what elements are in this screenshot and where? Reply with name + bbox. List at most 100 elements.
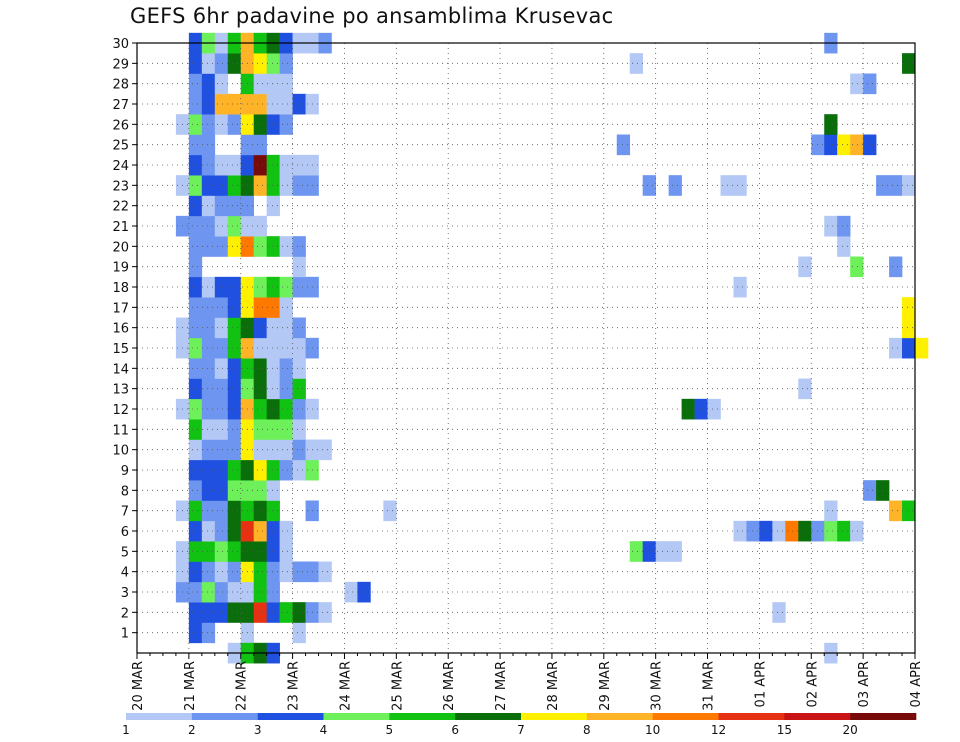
heatmap-cell	[214, 114, 229, 135]
x-tick-label: 01 APR	[753, 661, 768, 707]
heatmap-cell	[188, 358, 203, 379]
heatmap-cell	[214, 398, 229, 420]
heatmap-cell	[759, 520, 773, 542]
heatmap-cell	[201, 215, 216, 237]
heatmap-cell	[227, 236, 242, 257]
heatmap-cell	[266, 154, 280, 176]
heatmap-cell	[266, 561, 280, 583]
heatmap-cell	[214, 358, 229, 379]
heatmap-cell	[889, 256, 903, 278]
heatmap-cell	[279, 236, 293, 257]
heatmap-cell	[214, 378, 229, 400]
heatmap-cell	[188, 236, 203, 257]
heatmap-cell	[201, 93, 216, 115]
heatmap-cell	[227, 53, 242, 74]
heatmap-cell	[214, 480, 229, 501]
heatmap-cell	[253, 114, 267, 135]
heatmap-cell	[201, 581, 216, 603]
colorbar-swatch	[586, 713, 653, 720]
colorbar-swatch	[784, 713, 851, 720]
heatmap-cell	[266, 358, 280, 379]
heatmap-cell	[201, 419, 216, 440]
heatmap-cell	[188, 154, 203, 176]
heatmap-cell	[227, 520, 242, 542]
x-tick-label: 20 MAR	[131, 661, 146, 711]
heatmap-cell	[344, 581, 358, 603]
y-tick-label: 11	[112, 423, 129, 438]
heatmap-cell	[201, 500, 216, 522]
heatmap-cell	[201, 337, 216, 359]
heatmap-cell	[889, 500, 903, 522]
y-tick-label: 30	[112, 37, 129, 52]
heatmap-cell	[214, 73, 229, 95]
heatmap-cell	[266, 439, 280, 461]
heatmap-cell	[746, 520, 760, 542]
x-tick-label: 02 APR	[805, 661, 820, 707]
heatmap-cell	[279, 175, 293, 196]
y-tick-label: 28	[112, 78, 129, 93]
heatmap-cell	[266, 297, 280, 318]
heatmap-cell	[772, 602, 786, 623]
colorbar-swatch	[257, 713, 324, 720]
x-tick-label: 31 MAR	[702, 661, 717, 711]
heatmap-cell	[824, 134, 838, 156]
colorbar-swatch	[455, 713, 522, 720]
y-tick-label: 15	[112, 342, 129, 357]
heatmap-cell	[292, 276, 306, 298]
y-tick-label: 22	[112, 200, 129, 215]
heatmap-cell	[214, 276, 229, 298]
x-tick-label: 26 MAR	[442, 661, 457, 711]
y-tick-label: 3	[121, 586, 129, 601]
heatmap-cell	[188, 419, 203, 440]
heatmap-cell	[201, 114, 216, 135]
colorbar-swatch	[191, 713, 258, 720]
heatmap-cell	[798, 520, 812, 542]
heatmap-cell	[279, 337, 293, 359]
x-tick-label: 27 MAR	[494, 661, 509, 711]
heatmap-cell	[292, 459, 306, 481]
heatmap-cell	[266, 541, 280, 562]
y-tick-label: 1	[121, 627, 129, 642]
heatmap-cell	[279, 53, 293, 74]
heatmap-cell	[188, 459, 203, 481]
heatmap-cell	[889, 175, 903, 196]
colorbar-label: 4	[320, 723, 328, 737]
heatmap-cell	[292, 378, 306, 400]
heatmap-cell	[253, 602, 267, 623]
heatmap-cell	[279, 93, 293, 115]
heatmap-cell	[837, 236, 851, 257]
heatmap-cell	[214, 500, 229, 522]
colorbar-swatch	[521, 713, 588, 720]
heatmap-cell	[279, 276, 293, 298]
heatmap-cell	[642, 541, 656, 562]
heatmap-cell	[266, 500, 280, 522]
heatmap-cell	[253, 53, 267, 74]
heatmap-cell	[253, 520, 267, 542]
heatmap-cell	[279, 520, 293, 542]
x-tick-label: 22 MAR	[235, 661, 250, 711]
y-tick-label: 29	[112, 57, 129, 72]
x-tick-label: 21 MAR	[183, 661, 198, 711]
heatmap-cell	[292, 561, 306, 583]
heatmap-cell	[227, 541, 242, 562]
heatmap-cell	[266, 581, 280, 603]
heatmap-cell	[227, 398, 242, 420]
heatmap-cell	[227, 581, 242, 603]
heatmap-cell	[188, 378, 203, 400]
x-axis: 20 MAR 21 MAR 22 MAR 23 MAR 24 MAR 25 MAR 26 M…	[131, 653, 924, 711]
heatmap-cell	[668, 175, 682, 196]
heatmap-cell	[850, 256, 864, 278]
heatmap-cell	[292, 175, 306, 196]
y-tick-label: 27	[112, 98, 129, 113]
x-tick-label: 23 MAR	[287, 661, 302, 711]
heatmap-cell	[279, 398, 293, 420]
heatmap-cell	[616, 134, 631, 156]
heatmap-cell	[733, 175, 747, 196]
heatmap-cell	[253, 276, 267, 298]
y-tick-label: 12	[112, 403, 129, 418]
heatmap-cell	[902, 297, 916, 318]
heatmap-cell	[642, 175, 656, 196]
y-tick-label: 2	[121, 606, 129, 621]
heatmap-cell	[863, 480, 877, 501]
heatmap-cell	[227, 195, 242, 217]
